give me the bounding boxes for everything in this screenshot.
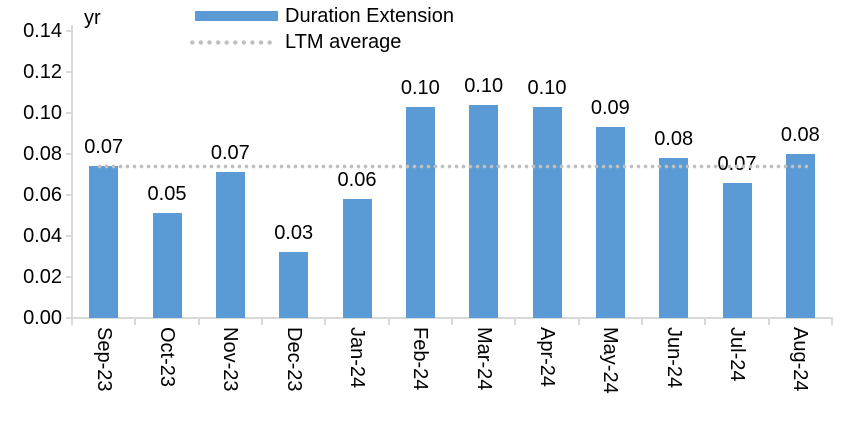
x-tick: [577, 318, 580, 325]
y-tick-label: 0.06: [23, 184, 62, 206]
x-category-label: Dec-23: [282, 327, 305, 392]
bar-value-label: 0.05: [147, 183, 187, 206]
x-tick: [134, 318, 137, 325]
y-axis-line: [71, 25, 73, 319]
x-tick: [831, 318, 833, 325]
x-tick: [514, 318, 517, 325]
y-tick: [66, 112, 72, 114]
bar: [722, 182, 752, 318]
y-tick-label: 0.12: [23, 61, 62, 83]
y-tick-label: 0.14: [23, 20, 62, 42]
legend-average-swatch: [188, 40, 273, 45]
bar: [532, 106, 562, 318]
bar-value-label: 0.03: [274, 222, 314, 245]
x-tick: [197, 318, 200, 325]
y-tick-label: 0.00: [23, 307, 62, 329]
y-axis-unit-label: yr: [84, 7, 101, 29]
y-tick: [66, 153, 72, 155]
y-tick: [66, 194, 72, 196]
bar-value-label: 0.07: [84, 136, 124, 159]
y-tick: [66, 276, 72, 278]
bar: [152, 213, 182, 318]
ltm-average-line: [95, 164, 809, 170]
bar: [469, 104, 499, 318]
x-category-label: Apr-24: [536, 327, 558, 388]
x-category-label: Sep-23: [92, 327, 115, 392]
bar: [342, 199, 372, 318]
y-tick-label: 0.04: [23, 225, 62, 247]
bar-value-label: 0.07: [210, 142, 250, 165]
bar: [89, 166, 119, 318]
y-tick: [66, 30, 72, 32]
x-tick: [641, 318, 643, 325]
bar-value-label: 0.10: [464, 74, 504, 97]
x-category-label: Jun-24: [662, 327, 685, 389]
x-category-label: Oct-23: [156, 327, 178, 388]
x-tick: [767, 318, 770, 325]
bar: [215, 172, 245, 318]
bar: [785, 154, 815, 318]
x-category-label: Aug-24: [789, 327, 812, 392]
y-tick: [66, 317, 72, 319]
bar: [279, 252, 309, 318]
x-category-label: May-24: [599, 327, 622, 394]
x-category-label: Nov-23: [219, 327, 242, 392]
x-tick: [71, 318, 73, 325]
x-category-label: Feb-24: [409, 327, 432, 391]
bar: [595, 127, 625, 318]
bar: [405, 106, 435, 318]
bar-value-label: 0.10: [527, 76, 567, 99]
x-category-label: Jul-24: [726, 327, 748, 382]
x-tick: [387, 318, 390, 325]
bar-value-label: 0.08: [780, 124, 820, 146]
bar-value-label: 0.09: [590, 97, 630, 120]
legend-series-label: Duration Extension: [285, 5, 454, 27]
bar-value-label: 0.10: [400, 76, 440, 99]
x-tick: [261, 318, 263, 325]
x-tick: [324, 318, 327, 325]
x-tick: [704, 318, 707, 325]
x-tick: [451, 318, 453, 325]
x-category-label: Mar-24: [472, 327, 495, 391]
bar: [659, 158, 689, 318]
legend-bar-swatch: [195, 11, 278, 21]
y-tick: [66, 71, 72, 73]
bar-value-label: 0.08: [654, 128, 694, 151]
y-tick-label: 0.10: [23, 102, 62, 124]
bar-value-label: 0.06: [337, 169, 377, 192]
y-tick-label: 0.02: [23, 266, 62, 288]
y-tick: [66, 235, 72, 237]
legend-average-label: LTM average: [285, 31, 402, 53]
y-tick-label: 0.08: [23, 143, 62, 165]
x-category-label: Jan-24: [346, 327, 368, 389]
